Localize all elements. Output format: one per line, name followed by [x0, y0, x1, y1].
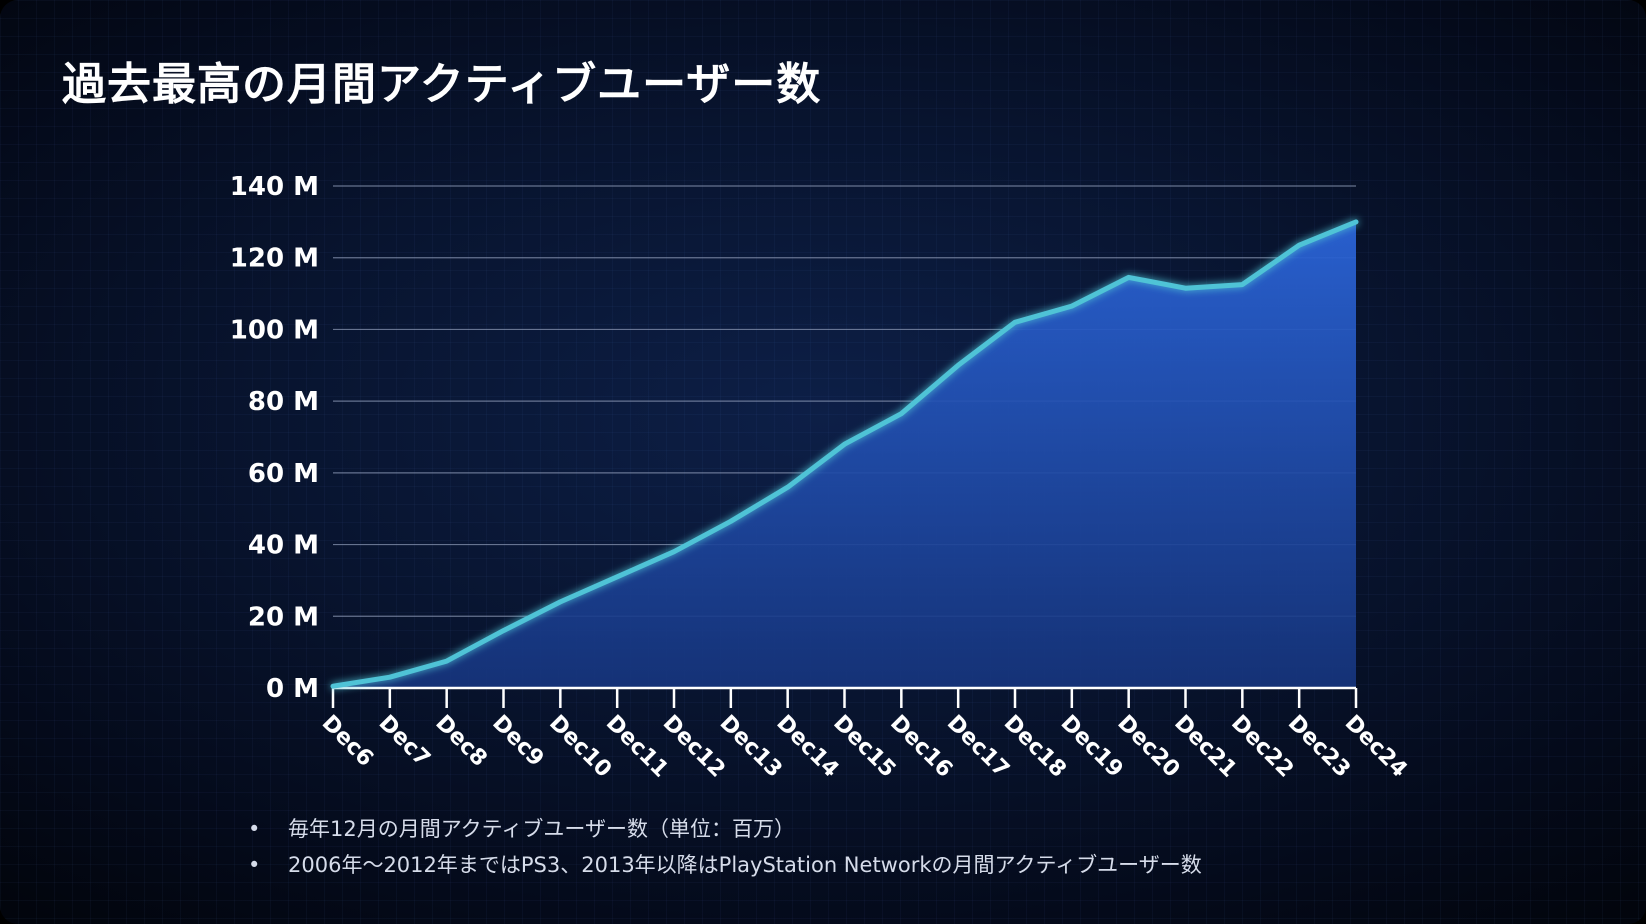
- x-tick-label: Dec22: [1226, 711, 1298, 783]
- y-tick-label: 40 M: [248, 531, 319, 561]
- x-tick-label: Dec21: [1169, 711, 1241, 783]
- x-tick-label: Dec23: [1283, 711, 1355, 783]
- x-tick-label: Dec7: [374, 711, 435, 772]
- x-tick-label: Dec14: [771, 711, 843, 783]
- footnotes: 毎年12月の月間アクティブユーザー数（単位：百万） 2006年～2012年までは…: [248, 811, 1202, 883]
- y-tick-label: 100 M: [230, 315, 319, 345]
- y-axis-tick-labels: 0 M 20 M 40 M 60 M 80 M 100 M 120 M 140 M: [230, 172, 319, 704]
- x-tick-label: Dec24: [1340, 711, 1412, 783]
- x-tick-label: Dec13: [715, 711, 787, 783]
- footnote-item: 2006年～2012年まではPS3、2013年以降はPlayStation Ne…: [248, 847, 1202, 883]
- x-tick-label: Dec19: [1056, 711, 1128, 783]
- x-tick-label: Dec12: [658, 711, 730, 783]
- x-tick-label: Dec18: [999, 711, 1071, 783]
- y-tick-label: 60 M: [248, 459, 319, 489]
- x-axis: [331, 686, 1358, 708]
- x-tick-label: Dec6: [317, 711, 378, 772]
- footnote-item: 毎年12月の月間アクティブユーザー数（単位：百万）: [248, 811, 1202, 847]
- page-title: 過去最高の月間アクティブユーザー数: [62, 59, 822, 110]
- y-tick-label: 20 M: [248, 602, 319, 632]
- x-tick-label: Dec10: [544, 711, 616, 783]
- x-tick-label: Dec11: [601, 711, 673, 783]
- x-tick-label: Dec20: [1112, 711, 1184, 783]
- area-fill: [333, 221, 1356, 688]
- y-tick-label: 80 M: [248, 387, 319, 417]
- x-tick-label: Dec8: [430, 711, 491, 772]
- series-line: [330, 219, 1359, 689]
- x-tick-label: Dec15: [828, 711, 900, 783]
- y-tick-label: 0 M: [266, 674, 319, 704]
- x-tick-label: Dec17: [942, 711, 1014, 783]
- x-tick-label: Dec16: [885, 711, 957, 783]
- y-tick-label: 140 M: [230, 172, 319, 202]
- x-axis-tick-labels: Dec6Dec7Dec8Dec9Dec10Dec11Dec12Dec13Dec1…: [317, 711, 1412, 783]
- y-tick-label: 120 M: [230, 244, 319, 274]
- x-tick-label: Dec9: [487, 711, 548, 772]
